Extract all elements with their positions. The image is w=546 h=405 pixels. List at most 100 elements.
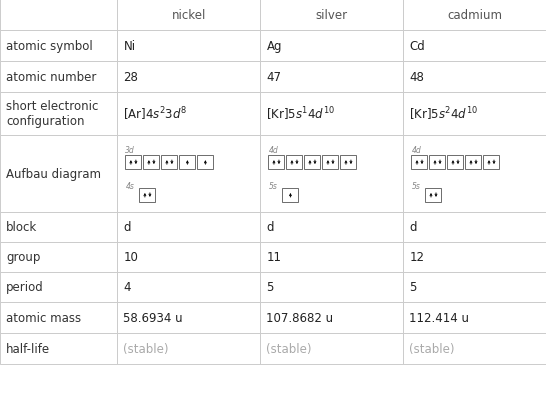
Bar bbox=[287, 156, 302, 170]
Bar bbox=[260, 302, 403, 333]
Text: 11: 11 bbox=[266, 251, 281, 264]
Text: cadmium: cadmium bbox=[447, 9, 502, 22]
Bar bbox=[0, 62, 117, 92]
Bar bbox=[403, 31, 546, 62]
Bar bbox=[0, 333, 117, 364]
Bar bbox=[430, 156, 446, 170]
Bar bbox=[403, 92, 546, 136]
Bar bbox=[466, 156, 482, 170]
Text: 5: 5 bbox=[266, 281, 274, 294]
Text: d: d bbox=[123, 221, 131, 234]
Bar bbox=[0, 272, 117, 302]
Bar bbox=[403, 0, 546, 31]
Bar bbox=[0, 92, 117, 136]
Bar bbox=[0, 302, 117, 333]
Text: Ag: Ag bbox=[266, 40, 282, 53]
Text: 107.8682 u: 107.8682 u bbox=[266, 311, 334, 324]
Text: atomic mass: atomic mass bbox=[6, 311, 81, 324]
Bar bbox=[0, 136, 117, 212]
Text: 5s: 5s bbox=[412, 182, 420, 191]
Bar bbox=[117, 62, 260, 92]
Text: 48: 48 bbox=[410, 70, 424, 83]
Bar bbox=[403, 272, 546, 302]
Bar bbox=[341, 156, 357, 170]
Text: 4s: 4s bbox=[126, 182, 134, 191]
Bar bbox=[260, 92, 403, 136]
Bar bbox=[412, 156, 428, 170]
Text: Aufbau diagram: Aufbau diagram bbox=[6, 168, 101, 181]
Text: half-life: half-life bbox=[6, 342, 50, 355]
Bar bbox=[403, 136, 546, 212]
Text: (stable): (stable) bbox=[123, 342, 169, 355]
Bar bbox=[117, 92, 260, 136]
Text: 112.414 u: 112.414 u bbox=[410, 311, 470, 324]
Bar bbox=[484, 156, 500, 170]
Bar bbox=[403, 242, 546, 272]
Bar bbox=[403, 62, 546, 92]
Text: Ni: Ni bbox=[123, 40, 135, 53]
Text: d: d bbox=[410, 221, 417, 234]
Bar bbox=[403, 212, 546, 242]
Bar bbox=[260, 0, 403, 31]
Bar bbox=[117, 333, 260, 364]
Text: (stable): (stable) bbox=[410, 342, 455, 355]
Bar bbox=[269, 156, 284, 170]
Bar bbox=[305, 156, 321, 170]
Bar bbox=[180, 156, 195, 170]
Text: 10: 10 bbox=[123, 251, 138, 264]
Bar bbox=[198, 156, 213, 170]
Text: (stable): (stable) bbox=[266, 342, 312, 355]
Bar bbox=[260, 136, 403, 212]
Bar bbox=[117, 136, 260, 212]
Text: short electronic
configuration: short electronic configuration bbox=[6, 100, 98, 128]
Bar bbox=[117, 302, 260, 333]
Text: $[\mathrm{Ar}]4s^{2}3d^{8}$: $[\mathrm{Ar}]4s^{2}3d^{8}$ bbox=[123, 105, 188, 123]
Bar bbox=[260, 242, 403, 272]
Text: 5: 5 bbox=[410, 281, 417, 294]
Bar bbox=[139, 188, 156, 202]
Text: 3d: 3d bbox=[126, 145, 135, 154]
Text: atomic symbol: atomic symbol bbox=[6, 40, 93, 53]
Bar bbox=[260, 333, 403, 364]
Bar bbox=[126, 156, 141, 170]
Bar bbox=[0, 242, 117, 272]
Text: Cd: Cd bbox=[410, 40, 425, 53]
Bar bbox=[0, 212, 117, 242]
Text: $[\mathrm{Kr}]5s^{1}4d^{10}$: $[\mathrm{Kr}]5s^{1}4d^{10}$ bbox=[266, 105, 336, 123]
Text: block: block bbox=[6, 221, 37, 234]
Bar bbox=[260, 272, 403, 302]
Text: group: group bbox=[6, 251, 40, 264]
Text: $[\mathrm{Kr}]5s^{2}4d^{10}$: $[\mathrm{Kr}]5s^{2}4d^{10}$ bbox=[410, 105, 479, 123]
Bar bbox=[117, 0, 260, 31]
Bar bbox=[162, 156, 177, 170]
Bar bbox=[117, 242, 260, 272]
Text: nickel: nickel bbox=[172, 9, 206, 22]
Bar bbox=[0, 0, 117, 31]
Bar bbox=[117, 31, 260, 62]
Text: 4d: 4d bbox=[269, 145, 278, 154]
Bar bbox=[403, 302, 546, 333]
Bar bbox=[260, 62, 403, 92]
Bar bbox=[260, 212, 403, 242]
Bar bbox=[117, 272, 260, 302]
Bar bbox=[260, 31, 403, 62]
Text: atomic number: atomic number bbox=[6, 70, 97, 83]
Text: 47: 47 bbox=[266, 70, 281, 83]
Bar bbox=[117, 212, 260, 242]
Text: 12: 12 bbox=[410, 251, 424, 264]
Text: 58.6934 u: 58.6934 u bbox=[123, 311, 183, 324]
Bar bbox=[282, 188, 299, 202]
Text: 28: 28 bbox=[123, 70, 138, 83]
Text: silver: silver bbox=[316, 9, 348, 22]
Bar bbox=[0, 31, 117, 62]
Text: 5s: 5s bbox=[269, 182, 277, 191]
Bar bbox=[144, 156, 159, 170]
Bar bbox=[425, 188, 442, 202]
Text: d: d bbox=[266, 221, 274, 234]
Text: 4: 4 bbox=[123, 281, 131, 294]
Bar bbox=[403, 333, 546, 364]
Text: 4d: 4d bbox=[412, 145, 422, 154]
Bar bbox=[448, 156, 464, 170]
Text: period: period bbox=[6, 281, 44, 294]
Bar bbox=[323, 156, 339, 170]
